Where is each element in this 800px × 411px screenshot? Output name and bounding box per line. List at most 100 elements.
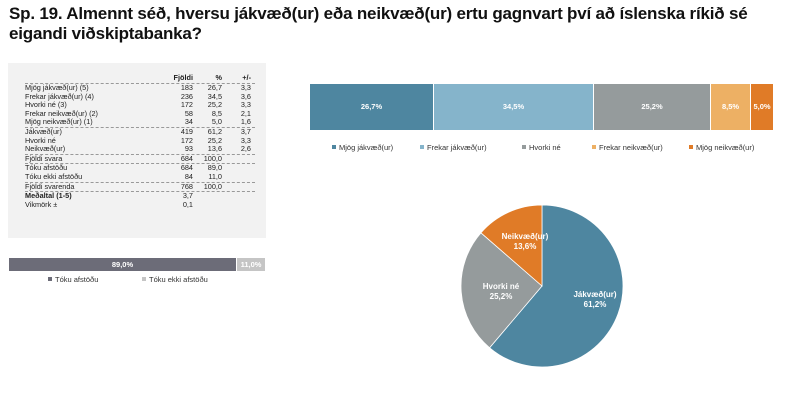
row-pct: 8,5 bbox=[211, 108, 222, 118]
pie-label-name: Neikvæð(ur) bbox=[501, 232, 549, 241]
legend-label: Frekar neikvæð(ur) bbox=[599, 143, 663, 152]
legend-item-tooku-ekki-afstodu: Tóku ekki afstöðu bbox=[142, 275, 208, 284]
row-label: Frekar jákvæð(ur) (4) bbox=[25, 91, 94, 101]
table-row: Frekar neikvæð(ur) (2) 58 8,5 2,1 bbox=[25, 108, 255, 119]
pie-label-name: Jákvæð(ur) bbox=[573, 290, 617, 299]
table-row: Mjög jákvæð(ur) (5) 183 26,7 3,3 bbox=[25, 83, 255, 93]
bar-segment-frekar-neikvaed: 8,5% bbox=[711, 84, 751, 130]
table-header-row: Fjöldi % +/- bbox=[25, 73, 255, 84]
row-pm: 1,6 bbox=[240, 117, 251, 127]
legend-label: Tóku afstöðu bbox=[55, 275, 99, 284]
row-n: 0,1 bbox=[182, 199, 193, 209]
pie-label-value: 61,2% bbox=[583, 300, 607, 309]
legend-label: Tóku ekki afstöðu bbox=[149, 275, 208, 284]
bar-segment-frekar-jakvaed: 34,5% bbox=[434, 84, 594, 130]
row-pm: 3,3 bbox=[240, 83, 251, 92]
pie-slice-jakvaed bbox=[489, 204, 624, 368]
row-label: Mjög neikvæð(ur) (1) bbox=[25, 117, 93, 127]
row-n: 58 bbox=[184, 108, 193, 118]
table-row: Tóku afstöðu 684 89,0 bbox=[25, 164, 255, 173]
row-pct: 25,2 bbox=[207, 100, 222, 110]
table-panel bbox=[8, 63, 266, 238]
row-n: 419 bbox=[180, 126, 193, 136]
row-n: 684 bbox=[180, 163, 193, 173]
page-title: Sp. 19. Almennt séð, hversu jákvæð(ur) e… bbox=[9, 4, 748, 43]
legend-swatch-icon bbox=[689, 145, 693, 149]
row-label: Jákvæð(ur) bbox=[25, 126, 62, 136]
table-row: Tóku ekki afstöðu 84 11,0 bbox=[25, 171, 255, 183]
bar-segment-mjog-jakvaed: 26,7% bbox=[310, 84, 434, 130]
row-n: 768 bbox=[180, 181, 193, 191]
header-pm: +/- bbox=[242, 73, 251, 82]
header-fjoldi: Fjöldi bbox=[173, 73, 193, 82]
legend-item-frekar-neikvaed: Frekar neikvæð(ur) bbox=[592, 143, 663, 152]
bar-segment-hvorki-ne: 25,2% bbox=[594, 84, 711, 130]
table-row: Fjöldi svara 684 100,0 bbox=[25, 153, 255, 165]
row-label: Mjög jákvæð(ur) (5) bbox=[25, 83, 89, 92]
pie-label-hvorki-ne: Hvorki né 25,2% bbox=[466, 282, 536, 302]
legend-swatch-icon bbox=[142, 277, 146, 281]
row-label: Tóku afstöðu bbox=[25, 163, 68, 173]
row-pct: 34,5 bbox=[207, 91, 222, 101]
pie-label-value: 13,6% bbox=[513, 242, 537, 251]
row-pct: 61,2 bbox=[207, 126, 222, 136]
row-n: 172 bbox=[180, 135, 193, 145]
pie-label-neikvaed: Neikvæð(ur) 13,6% bbox=[490, 232, 560, 252]
table-row: Jákvæð(ur) 419 61,2 3,7 bbox=[25, 126, 255, 137]
legend-label: Mjög neikvæð(ur) bbox=[696, 143, 755, 152]
pie-label-jakvaed: Jákvæð(ur) 61,2% bbox=[555, 290, 635, 310]
legend-item-mjog-neikvaed: Mjög neikvæð(ur) bbox=[689, 143, 754, 152]
table-row: Neikvæð(ur) 93 13,6 2,6 bbox=[25, 145, 255, 155]
row-pct: 26,7 bbox=[207, 83, 222, 92]
row-pct: 5,0 bbox=[211, 117, 222, 127]
legend-label: Frekar jákvæð(ur) bbox=[427, 143, 487, 152]
row-label: Frekar neikvæð(ur) (2) bbox=[25, 108, 98, 118]
pie-label-value: 25,2% bbox=[489, 292, 513, 301]
table-row: Frekar jákvæð(ur) (4) 236 34,5 3,6 bbox=[25, 91, 255, 102]
row-label: Hvorki né (3) bbox=[25, 100, 67, 110]
row-pct: 100,0 bbox=[203, 153, 222, 163]
afstada-bar-segment-took: 89,0% bbox=[9, 258, 236, 271]
row-n: 183 bbox=[180, 83, 193, 92]
row-pct: 25,2 bbox=[207, 135, 222, 145]
legend-item-frekar-jakvaed: Frekar jákvæð(ur) bbox=[420, 143, 487, 152]
row-pct: 100,0 bbox=[203, 181, 222, 191]
row-pct: 89,0 bbox=[207, 163, 222, 173]
row-pm: 3,3 bbox=[240, 100, 251, 110]
row-pct: 13,6 bbox=[207, 144, 222, 154]
row-n: 3,7 bbox=[182, 191, 193, 201]
table-row: Fjöldi svarenda 768 100,0 bbox=[25, 181, 255, 193]
legend-label: Mjög jákvæð(ur) bbox=[339, 143, 394, 152]
afstada-bar-segment-no: 11,0% bbox=[237, 258, 265, 271]
row-n: 34 bbox=[184, 117, 193, 127]
pie-slice-hvorki-ne bbox=[460, 232, 543, 349]
row-n: 93 bbox=[184, 144, 193, 154]
table-row: Meðaltal (1-5) 3,7 bbox=[25, 192, 255, 201]
pie-chart bbox=[460, 204, 624, 368]
bar-segment-mjog-neikvaed: 5,0% bbox=[751, 84, 773, 130]
row-pm: 2,1 bbox=[240, 108, 251, 118]
legend-swatch-icon bbox=[522, 145, 526, 149]
results-table: Fjöldi % +/- Mjög jákvæð(ur) (5) 183 26,7 3… bbox=[25, 73, 255, 209]
row-label: Meðaltal (1-5) bbox=[25, 191, 72, 201]
row-n: 84 bbox=[184, 171, 193, 181]
row-label: Vikmörk ± bbox=[25, 199, 58, 209]
row-pm: 3,7 bbox=[240, 126, 251, 136]
legend-swatch-icon bbox=[420, 145, 424, 149]
pie-slice-neikvaed bbox=[480, 204, 543, 287]
table-row: Hvorki né (3) 172 25,2 3,3 bbox=[25, 101, 255, 110]
row-label: Hvorki né bbox=[25, 135, 56, 145]
row-pct: 11,0 bbox=[208, 171, 222, 181]
table-row: Vikmörk ± 0,1 bbox=[25, 199, 255, 210]
table-row: Mjög neikvæð(ur) (1) 34 5,0 1,6 bbox=[25, 118, 255, 128]
row-n: 684 bbox=[180, 153, 193, 163]
row-n: 172 bbox=[180, 100, 193, 110]
row-label: Tóku ekki afstöðu bbox=[25, 171, 83, 181]
row-n: 236 bbox=[180, 91, 193, 101]
row-pm: 2,6 bbox=[240, 144, 251, 154]
pie-label-name: Hvorki né bbox=[482, 282, 520, 291]
legend-item-hvorki-ne: Hvorki né bbox=[522, 143, 561, 152]
legend-item-mjog-jakvaed: Mjög jákvæð(ur) bbox=[332, 143, 393, 152]
row-pm: 3,3 bbox=[240, 135, 251, 145]
row-label: Fjöldi svara bbox=[25, 153, 63, 163]
